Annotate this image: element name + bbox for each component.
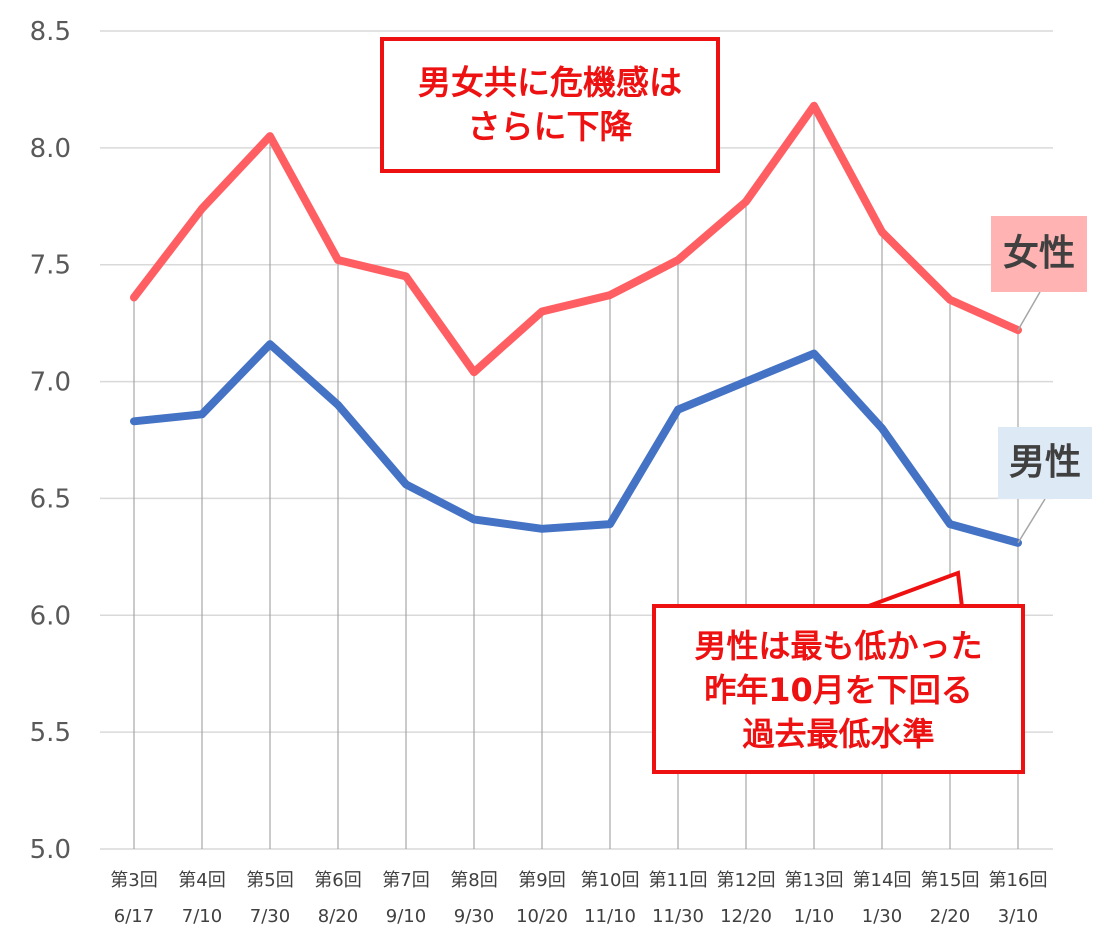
x-tick-date: 7/10: [182, 906, 222, 927]
x-tick-date: 11/30: [652, 906, 704, 927]
x-tick-date: 1/30: [862, 906, 902, 927]
x-tick-round: 第16回: [989, 870, 1048, 891]
data-point-women: [811, 102, 817, 109]
y-tick-label: 8.0: [30, 134, 71, 164]
annotation-bottom-line-3: 過去最低水準: [742, 715, 935, 753]
annotation-bottom-line-1: 男性は最も低かった: [694, 627, 983, 665]
y-axis-tick-labels: 5.0 5.5 6.0 6.5 7.0 7.5 8.0 8.5: [30, 17, 71, 865]
data-point-women: [675, 257, 681, 264]
data-point-men: [267, 341, 273, 348]
data-point-men: [199, 411, 205, 418]
data-point-women: [879, 228, 885, 235]
data-point-men: [607, 521, 613, 528]
annotation-callout-bottom: 男性は最も低かった 昨年10月を下回る 過去最低水準: [652, 604, 1025, 774]
data-point-men: [403, 481, 409, 488]
data-point-men: [335, 401, 341, 408]
leader-line-women: [1017, 291, 1041, 331]
x-tick-round: 第5回: [246, 870, 293, 891]
x-tick-round: 第7回: [382, 870, 429, 891]
x-tick-round: 第8回: [450, 870, 497, 891]
x-tick-date: 8/20: [318, 906, 358, 927]
data-point-men: [947, 521, 953, 528]
data-point-men: [811, 350, 817, 357]
data-point-women: [335, 257, 341, 264]
x-tick-round: 第4回: [178, 870, 225, 891]
y-tick-label: 6.5: [30, 484, 71, 514]
annotation-bottom-line-2: 昨年10月を下回る: [704, 671, 973, 709]
data-point-men: [131, 418, 137, 425]
x-tick-round: 第9回: [518, 870, 565, 891]
x-tick-date: 11/10: [584, 906, 636, 927]
x-tick-round: 第12回: [717, 870, 776, 891]
series-lines: [130, 101, 1022, 547]
x-tick-round: 第14回: [853, 870, 912, 891]
annotation-top-line-1: 男女共に危機感は: [418, 63, 682, 102]
data-point-women: [743, 198, 749, 205]
x-tick-round: 第3回: [110, 870, 157, 891]
y-tick-label: 6.0: [30, 601, 71, 631]
x-tick-date: 1/10: [794, 906, 834, 927]
data-point-men: [743, 378, 749, 385]
data-point-women: [199, 205, 205, 212]
y-tick-label: 5.0: [30, 835, 71, 865]
leader-line-men: [1017, 498, 1046, 544]
x-tick-date: 2/20: [930, 906, 970, 927]
data-point-men: [471, 516, 477, 523]
x-tick-date: 6/17: [114, 906, 154, 927]
x-tick-round: 第13回: [785, 870, 844, 891]
y-tick-label: 5.5: [30, 718, 71, 748]
data-point-women: [471, 369, 477, 376]
annotation-top: 男女共に危機感は さらに下降: [380, 37, 720, 173]
x-tick-date: 10/20: [516, 906, 568, 927]
annotation-top-line-2: さらに下降: [467, 107, 633, 146]
x-tick-date: 7/30: [250, 906, 290, 927]
data-point-men: [879, 425, 885, 432]
x-tick-date: 3/10: [998, 906, 1038, 927]
x-tick-round: 第15回: [921, 870, 980, 891]
data-point-men: [539, 525, 545, 532]
x-tick-date: 9/30: [454, 906, 494, 927]
series-line-men: [130, 340, 1022, 547]
x-tick-round: 第10回: [581, 870, 640, 891]
data-point-women: [267, 133, 273, 140]
x-tick-round: 第6回: [314, 870, 361, 891]
series-label-women: 女性: [991, 216, 1087, 292]
data-point-women: [539, 308, 545, 315]
series-label-men: 男性: [998, 427, 1092, 499]
series-line-women: [130, 101, 1022, 377]
data-point-men: [675, 406, 681, 413]
data-point-women: [607, 292, 613, 299]
y-tick-label: 7.0: [30, 368, 71, 398]
x-tick-date: 12/20: [720, 906, 772, 927]
x-tick-date: 9/10: [386, 906, 426, 927]
y-tick-label: 8.5: [30, 17, 71, 47]
x-tick-round: 第11回: [649, 870, 708, 891]
data-point-women: [403, 273, 409, 280]
y-tick-label: 7.5: [30, 251, 71, 281]
data-point-women: [947, 296, 953, 303]
data-point-women: [131, 294, 137, 301]
annotation-callout-pointer: [865, 570, 965, 609]
x-axis-tick-labels: 第3回 6/17 第4回 7/10 第5回 7/30 第6回 8/20 第7回 9/10 第8回 9/…: [110, 870, 1047, 927]
label-leader-lines: [1017, 291, 1046, 544]
